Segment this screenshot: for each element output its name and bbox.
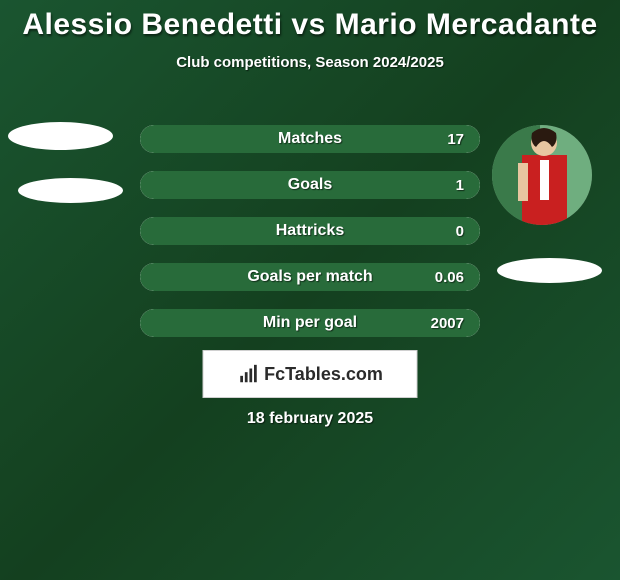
- stat-row-matches: Matches 17: [140, 125, 480, 153]
- bar-chart-icon: [237, 363, 259, 385]
- player-right-flag-placeholder: [497, 258, 602, 283]
- stat-value-right: 2007: [431, 309, 464, 337]
- stat-label: Matches: [140, 125, 480, 153]
- stat-value-right: 17: [447, 125, 464, 153]
- stats-container: Matches 17 Goals 1 Hattricks 0 Goals per…: [140, 125, 480, 355]
- player-left-placeholder-2: [18, 178, 123, 203]
- fctables-logo-text: FcTables.com: [264, 364, 383, 385]
- stat-label: Goals per match: [140, 263, 480, 291]
- stat-label: Hattricks: [140, 217, 480, 245]
- stat-row-hattricks: Hattricks 0: [140, 217, 480, 245]
- page-title: Alessio Benedetti vs Mario Mercadante: [0, 0, 620, 42]
- stat-value-right: 1: [456, 171, 464, 199]
- player-right-avatar: [492, 125, 592, 225]
- stat-label: Min per goal: [140, 309, 480, 337]
- stat-value-right: 0: [456, 217, 464, 245]
- stat-row-goals-per-match: Goals per match 0.06: [140, 263, 480, 291]
- stat-label: Goals: [140, 171, 480, 199]
- subtitle: Club competitions, Season 2024/2025: [0, 54, 620, 71]
- date-text: 18 february 2025: [0, 410, 620, 428]
- player-left-placeholder-1: [8, 122, 113, 150]
- stat-row-goals: Goals 1: [140, 171, 480, 199]
- fctables-logo-box[interactable]: FcTables.com: [203, 350, 418, 398]
- stat-row-min-per-goal: Min per goal 2007: [140, 309, 480, 337]
- player-right-avatar-image: [492, 125, 592, 225]
- stat-value-right: 0.06: [435, 263, 464, 291]
